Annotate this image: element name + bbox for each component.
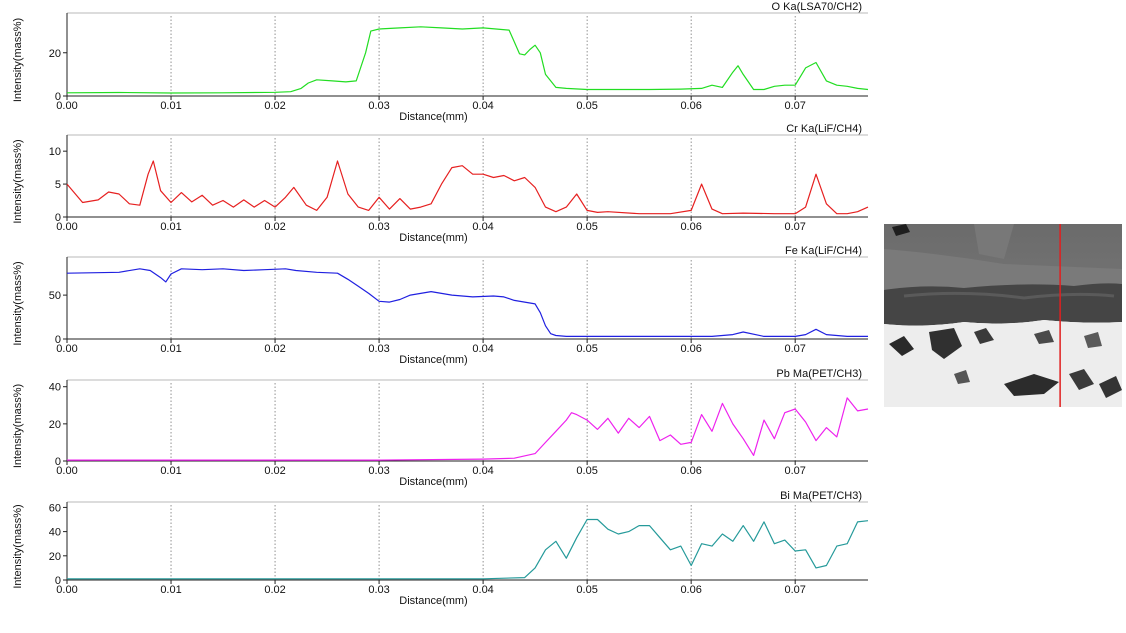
x-tick-label: 0.04 [472, 221, 493, 233]
x-tick-label: 0.02 [264, 465, 285, 477]
sem-micrograph [884, 224, 1122, 407]
x-tick-label: 0.06 [680, 584, 701, 596]
x-tick-label: 0.07 [784, 584, 805, 596]
panel-title: Pb Ma(PET/CH3) [776, 368, 862, 380]
inclusion [1034, 330, 1054, 344]
y-axis-label: Intensity(mass%) [12, 384, 24, 468]
x-tick-label: 0.02 [264, 343, 285, 355]
x-tick-label: 0.06 [680, 221, 701, 233]
chart-panel-0: 0 20 0.00 0.01 0.02 0.03 0.04 0.05 0.06 0.07 Dista… [12, 1, 869, 123]
y-axis-label: Intensity(mass%) [12, 18, 24, 102]
y-axis-label: Intensity(mass%) [12, 504, 24, 588]
x-tick-label: 0.01 [160, 343, 181, 355]
series-line [66, 268, 868, 337]
inclusion [1004, 374, 1059, 396]
y-tick-label: 50 [49, 290, 61, 302]
y-tick-label: 20 [49, 48, 61, 60]
x-axis-label: Distance(mm) [399, 232, 467, 244]
line-scan-charts: 0 20 0.00 0.01 0.02 0.03 0.04 0.05 0.06 0.07 Dista… [12, 1, 869, 607]
x-tick-label: 0.02 [264, 221, 285, 233]
y-tick-label: 60 [49, 502, 61, 514]
y-tick-label: 40 [49, 527, 61, 539]
x-tick-label: 0.00 [56, 100, 77, 112]
inclusion [929, 328, 962, 359]
x-tick-label: 0.04 [472, 584, 493, 596]
panel-title: O Ka(LSA70/CH2) [772, 1, 862, 13]
y-tick-label: 0 [55, 91, 61, 103]
chart-panel-3: 0 20 40 0.00 0.01 0.02 0.03 0.04 0.05 0.06 0.07 Dis… [12, 368, 869, 488]
x-axis-label: Distance(mm) [399, 595, 467, 607]
inclusion [954, 370, 970, 384]
x-tick-label: 0.05 [576, 100, 597, 112]
y-tick-label: 20 [49, 551, 61, 563]
y-tick-label: 0 [55, 212, 61, 224]
inclusion [974, 328, 994, 344]
x-tick-label: 0.03 [368, 465, 389, 477]
x-tick-label: 0.07 [784, 343, 805, 355]
x-tick-label: 0.03 [368, 100, 389, 112]
chart-panel-2: 0 50 0.00 0.01 0.02 0.03 0.04 0.05 0.06 0.07 Dista… [12, 245, 868, 366]
x-tick-label: 0.00 [56, 465, 77, 477]
x-tick-label: 0.07 [784, 221, 805, 233]
x-tick-label: 0.00 [56, 221, 77, 233]
y-tick-label: 20 [49, 419, 61, 431]
x-axis-label: Distance(mm) [399, 111, 467, 123]
inclusion [1099, 376, 1122, 398]
x-tick-label: 0.00 [56, 343, 77, 355]
y-tick-label: 0 [55, 575, 61, 587]
x-tick-label: 0.04 [472, 343, 493, 355]
series-line [67, 397, 869, 461]
x-tick-label: 0.05 [576, 465, 597, 477]
x-tick-label: 0.02 [264, 584, 285, 596]
x-tick-label: 0.01 [160, 221, 181, 233]
x-tick-label: 0.01 [160, 465, 181, 477]
x-tick-label: 0.05 [576, 584, 597, 596]
x-axis-label: Distance(mm) [399, 476, 467, 488]
x-tick-label: 0.01 [160, 100, 181, 112]
lead-bismuth-region [884, 320, 1122, 407]
oxide-layer [884, 283, 1122, 326]
x-tick-label: 0.05 [576, 221, 597, 233]
inclusion [1084, 332, 1102, 348]
x-tick-label: 0.06 [680, 343, 701, 355]
y-tick-label: 40 [49, 382, 61, 394]
series-line [67, 518, 869, 580]
panel-title: Cr Ka(LiF/CH4) [786, 123, 862, 135]
y-axis-label: Intensity(mass%) [12, 261, 24, 345]
oxide-band [903, 291, 1115, 300]
grain-patch [974, 224, 1014, 259]
x-tick-label: 0.04 [472, 465, 493, 477]
y-tick-label: 5 [55, 179, 61, 191]
series-line [66, 160, 869, 215]
chart-panel-4: 0 20 40 60 0.00 0.01 0.02 0.03 0.04 0.05 0.06 0.07 D… [12, 490, 869, 607]
y-axis-label: Intensity(mass%) [12, 139, 24, 223]
x-tick-label: 0.01 [160, 584, 181, 596]
x-tick-label: 0.02 [264, 100, 285, 112]
grain-patch [884, 249, 1122, 296]
x-tick-label: 0.03 [368, 343, 389, 355]
x-tick-label: 0.03 [368, 221, 389, 233]
x-tick-label: 0.06 [680, 100, 701, 112]
x-tick-label: 0.07 [784, 465, 805, 477]
y-tick-label: 0 [55, 334, 61, 346]
series-line [66, 26, 869, 94]
chart-panel-1: 0 5 10 0.00 0.01 0.02 0.03 0.04 0.05 0.06 0.07 Dist… [12, 123, 869, 244]
x-tick-label: 0.07 [784, 100, 805, 112]
x-tick-label: 0.00 [56, 584, 77, 596]
inclusion [889, 336, 914, 356]
x-tick-label: 0.05 [576, 343, 597, 355]
panel-title: Fe Ka(LiF/CH4) [785, 245, 862, 257]
panel-title: Bi Ma(PET/CH3) [780, 490, 862, 502]
inclusion [892, 224, 910, 236]
y-tick-label: 10 [49, 146, 61, 158]
x-tick-label: 0.03 [368, 584, 389, 596]
inclusion [1069, 369, 1094, 390]
x-axis-label: Distance(mm) [399, 354, 467, 366]
y-tick-label: 0 [55, 456, 61, 468]
x-tick-label: 0.06 [680, 465, 701, 477]
x-tick-label: 0.04 [472, 100, 493, 112]
